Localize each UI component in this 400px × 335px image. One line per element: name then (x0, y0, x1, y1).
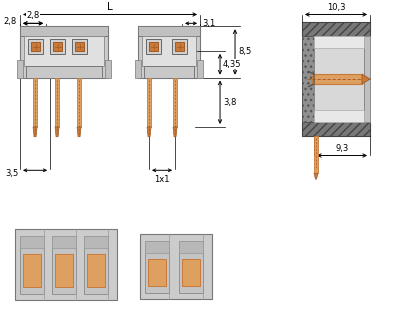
Bar (175, 42, 184, 51)
Text: 1x1: 1x1 (154, 175, 170, 184)
Polygon shape (55, 127, 59, 137)
Bar (15, 229, 117, 300)
Bar (84, 237, 108, 293)
Text: 2,8: 2,8 (26, 11, 40, 20)
Bar (145, 241, 169, 292)
Bar (17, 60, 23, 78)
Text: 3,5: 3,5 (5, 169, 18, 178)
Bar (145, 241, 169, 253)
Bar (23, 254, 41, 287)
Bar (182, 259, 200, 286)
Text: 4,35: 4,35 (223, 60, 242, 69)
Bar (314, 110, 364, 122)
Bar (50, 39, 65, 54)
Bar (302, 22, 370, 36)
Bar (149, 42, 158, 51)
Text: 8,5: 8,5 (238, 48, 251, 57)
Bar (148, 259, 166, 286)
Bar (52, 237, 76, 248)
Bar (28, 39, 43, 54)
Bar (20, 237, 44, 248)
Polygon shape (33, 127, 37, 137)
Bar (314, 36, 364, 122)
Text: 2,8: 2,8 (4, 17, 17, 26)
Text: 9,3: 9,3 (335, 143, 349, 152)
Bar (105, 60, 111, 78)
Bar (77, 78, 81, 127)
Bar (135, 60, 141, 78)
Polygon shape (314, 173, 318, 179)
Text: 3,8: 3,8 (223, 98, 236, 107)
Bar (20, 26, 108, 78)
Text: L: L (107, 2, 113, 11)
Bar (138, 26, 200, 78)
Bar (140, 234, 212, 299)
Bar (20, 26, 108, 36)
Bar (33, 78, 37, 127)
Bar (20, 237, 44, 293)
Polygon shape (173, 127, 177, 137)
Bar (142, 36, 196, 66)
Bar (24, 36, 104, 66)
Bar (173, 78, 177, 127)
Bar (314, 136, 318, 173)
Bar (84, 237, 108, 248)
Bar (197, 60, 203, 78)
Bar (26, 66, 102, 78)
Bar (312, 74, 362, 84)
Bar (75, 42, 84, 51)
Text: 10,3: 10,3 (327, 3, 345, 11)
Bar (302, 36, 314, 122)
Bar (55, 78, 59, 127)
Bar (146, 39, 161, 54)
Bar (52, 237, 76, 293)
Bar (31, 42, 40, 51)
Polygon shape (77, 127, 81, 137)
Bar (179, 241, 203, 292)
Bar (364, 36, 370, 122)
Polygon shape (147, 127, 151, 137)
Bar (147, 78, 151, 127)
Text: 3,1: 3,1 (202, 19, 215, 28)
Bar (53, 42, 62, 51)
Bar (55, 254, 73, 287)
Bar (87, 254, 105, 287)
Bar (144, 66, 194, 78)
Bar (72, 39, 87, 54)
Bar (314, 36, 364, 48)
Bar (138, 26, 200, 36)
Bar (172, 39, 187, 54)
Bar (179, 241, 203, 253)
Polygon shape (362, 74, 370, 84)
Bar (302, 122, 370, 136)
